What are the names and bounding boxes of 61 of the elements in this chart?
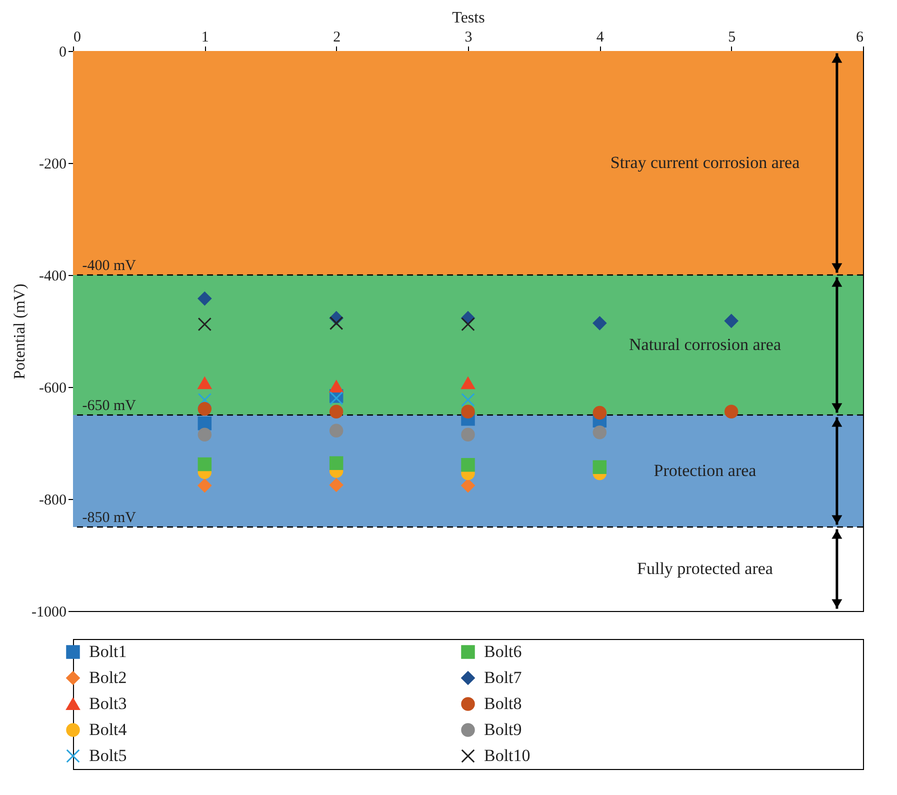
point [724, 314, 738, 328]
legend-label: Bolt1 [89, 642, 127, 661]
point [198, 393, 212, 407]
point [461, 317, 475, 332]
y-tick-label: -400 [39, 268, 66, 284]
x-tick-label: 6 [856, 30, 864, 46]
point [592, 460, 607, 474]
x-tick-label: 0 [74, 30, 81, 46]
point [461, 428, 475, 442]
point [592, 316, 607, 330]
legend-label: Bolt5 [89, 746, 127, 765]
legend-label: Bolt10 [484, 746, 530, 765]
point [198, 478, 212, 492]
point [198, 402, 212, 416]
point [329, 456, 344, 470]
x-tick-label: 2 [333, 30, 341, 46]
point [724, 404, 738, 418]
legend-label: Bolt7 [484, 668, 522, 687]
point [461, 458, 475, 472]
legend-label: Bolt2 [89, 668, 127, 687]
point [329, 404, 344, 418]
point [198, 377, 212, 390]
point [461, 393, 475, 407]
point [198, 457, 212, 472]
y-tick-label: -1000 [32, 604, 66, 620]
point [198, 416, 212, 430]
ref-line-label: -650 mV [82, 398, 136, 414]
point [329, 391, 344, 406]
band-label: Fully protected area [637, 559, 774, 578]
legend-label: Bolt3 [89, 694, 127, 713]
legend-label: Bolt9 [484, 720, 522, 739]
point [592, 406, 607, 420]
band-label: Natural corrosion area [629, 335, 782, 354]
y-tick-label: -200 [39, 156, 66, 172]
x-tick-label: 5 [728, 30, 736, 46]
point [461, 377, 475, 390]
point [461, 478, 475, 492]
point [198, 292, 212, 306]
x-tick-label: 1 [201, 30, 209, 46]
band-label: Protection area [654, 461, 757, 480]
x-axis-title: Tests [452, 10, 485, 26]
legend-label: Bolt8 [484, 694, 522, 713]
point [329, 424, 344, 438]
y-axis-title: Potential (mV) [12, 284, 29, 380]
point [461, 404, 475, 418]
ref-line-label: -400 mV [82, 258, 136, 274]
ref-line-label: -850 mV [82, 510, 136, 526]
point [329, 316, 344, 330]
x-tick-label: 3 [464, 30, 472, 46]
point [329, 380, 344, 392]
point [198, 317, 212, 332]
point [198, 428, 212, 442]
y-tick-label: -600 [39, 380, 66, 396]
point [329, 478, 344, 492]
point [592, 426, 607, 440]
legend-label: Bolt4 [89, 720, 128, 739]
band-label: Stray current corrosion area [610, 153, 800, 172]
legend-label: Bolt6 [484, 642, 522, 661]
y-tick-label: -800 [39, 492, 66, 508]
y-tick-label: 0 [59, 44, 66, 60]
x-tick-label: 4 [596, 30, 604, 46]
